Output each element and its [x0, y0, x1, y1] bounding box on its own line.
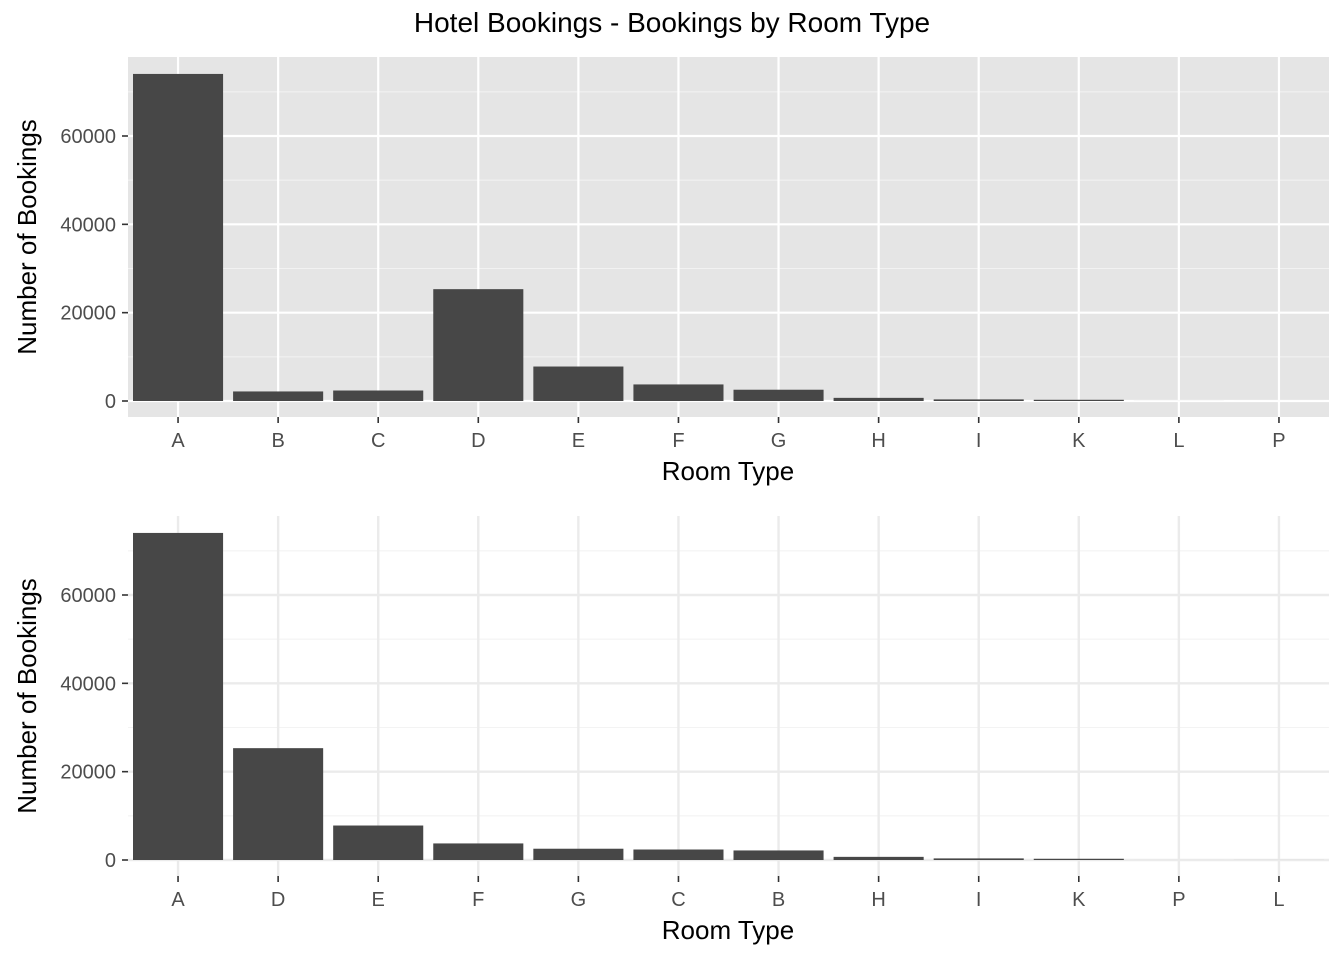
y-tick-label: 0 [105, 850, 116, 872]
bar-D [433, 289, 524, 401]
bar-B [733, 850, 824, 860]
bar-K [1033, 399, 1124, 401]
y-tick-label: 20000 [60, 762, 116, 784]
bar-G [533, 848, 624, 860]
x-tick-label: A [171, 889, 185, 911]
bar-D [233, 748, 324, 860]
bar-E [333, 825, 424, 860]
y-tick-label: 0 [105, 391, 116, 413]
chart-panel-bottom: 0 20000 40000 60000 A D E F G C B H I K P L [60, 516, 1329, 911]
x-tick-label: A [171, 430, 185, 452]
x-tick-label: F [472, 889, 484, 911]
chart-title: Hotel Bookings - Bookings by Room Type [414, 7, 930, 38]
y-tick-label: 40000 [60, 673, 116, 695]
x-tick-label: G [771, 430, 787, 452]
bar-C [333, 390, 424, 401]
x-tick-label: L [1173, 430, 1184, 452]
y-tick-label: 40000 [60, 214, 116, 236]
y-axis-title-bottom: Number of Bookings [12, 578, 42, 814]
bar-E [533, 366, 624, 401]
x-axis-title-top: Room Type [662, 456, 794, 486]
x-tick-label: I [976, 889, 982, 911]
bar-A [133, 73, 224, 401]
x-tick-label: H [871, 889, 885, 911]
x-tick-label: E [572, 430, 585, 452]
bar-I [933, 399, 1024, 401]
y-tick-label: 60000 [60, 126, 116, 148]
x-tick-label: B [772, 889, 785, 911]
x-tick-label: D [271, 889, 285, 911]
x-tick-label: P [1272, 430, 1285, 452]
bar-H [833, 397, 924, 401]
bar-H [833, 856, 924, 860]
x-tick-label: L [1273, 889, 1284, 911]
x-tick-label: K [1072, 430, 1086, 452]
bar-B [233, 391, 324, 401]
bar-K [1033, 858, 1124, 860]
bar-G [733, 389, 824, 401]
bar-C [633, 849, 724, 860]
x-tick-label: D [471, 430, 485, 452]
x-tick-label: E [372, 889, 385, 911]
x-tick-label: G [571, 889, 587, 911]
chart-panel-top: 0 20000 40000 60000 A B C D E F G H I K L P [60, 57, 1329, 452]
x-tick-label: C [371, 430, 385, 452]
x-tick-label: H [871, 430, 885, 452]
x-tick-label: I [976, 430, 982, 452]
y-tick-label: 20000 [60, 303, 116, 325]
y-axis-title-top: Number of Bookings [12, 119, 42, 355]
x-tick-label: B [271, 430, 284, 452]
bar-A [133, 532, 224, 860]
x-tick-label: P [1172, 889, 1185, 911]
panel-background [128, 57, 1329, 417]
y-tick-label: 60000 [60, 585, 116, 607]
bar-F [633, 384, 724, 401]
x-tick-label: K [1072, 889, 1086, 911]
bar-F [433, 843, 524, 860]
x-tick-label: F [672, 430, 684, 452]
x-axis-title-bottom: Room Type [662, 915, 794, 945]
x-tick-label: C [671, 889, 685, 911]
bar-I [933, 858, 1024, 860]
